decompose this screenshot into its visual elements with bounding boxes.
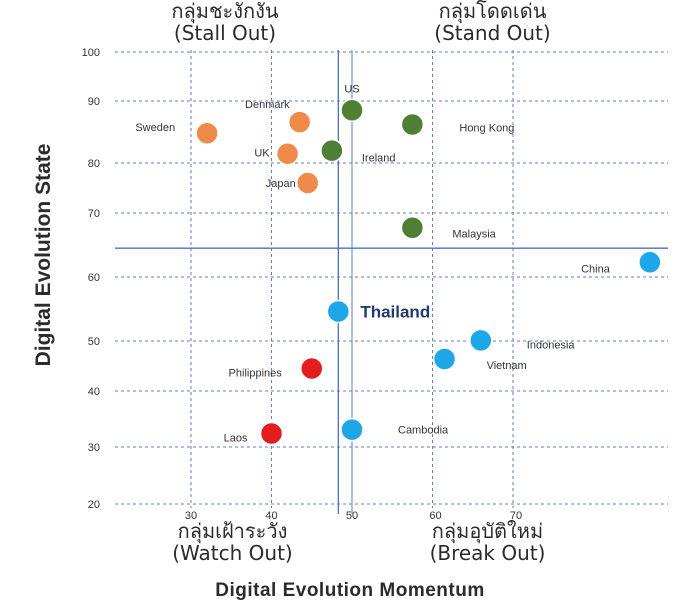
point-malaysia: [400, 215, 425, 240]
point-vietnam: [432, 347, 457, 371]
point-label: Ireland: [362, 153, 396, 165]
y-tick-label: 50: [88, 336, 100, 348]
y-tick-label: 60: [88, 272, 100, 284]
point-ireland: [320, 138, 344, 163]
y-tick-label: 40: [88, 386, 100, 398]
quadrant-watch-out-label: กลุ่มเฝ้าระวัง (Watch Out): [145, 520, 320, 564]
point-thailand: [326, 299, 351, 324]
y-tick-label: 90: [88, 96, 100, 108]
point-label: Philippines: [229, 368, 283, 380]
y-tick-label: 30: [88, 442, 100, 454]
x-tick-label: 60: [429, 510, 441, 522]
point-uk: [275, 141, 300, 166]
point-label: Vietnam: [487, 360, 527, 372]
point-label: Japan: [266, 178, 296, 190]
point-hong-kong: [400, 112, 425, 137]
point-indonesia: [469, 328, 493, 353]
quadrant-thai-label: กลุ่มเฝ้าระวัง: [177, 519, 288, 543]
quadrant-break-out-label: กลุ่มอุบัติใหม่ (Break Out): [400, 520, 575, 564]
y-tick-label: 80: [88, 158, 100, 170]
point-laos: [259, 421, 284, 446]
x-tick-label: 70: [510, 510, 522, 522]
point-label: Denmark: [245, 99, 290, 111]
x-tick-label: 30: [185, 510, 197, 522]
quadrant-thai-label: กลุ่มชะงักงัน: [171, 0, 279, 23]
point-label: Indonesia: [527, 339, 576, 351]
x-axis-label: Digital Evolution Momentum: [215, 580, 485, 601]
point-label: US: [344, 83, 359, 95]
quadrant-thai-label: กลุ่มโดดเด่น: [438, 0, 547, 23]
y-tick-label: 100: [82, 47, 100, 59]
y-tick-label: 20: [88, 499, 100, 511]
point-label: UK: [254, 148, 270, 160]
quadrant-english-label: (Break Out): [429, 541, 546, 565]
quadrant-english-label: (Stand Out): [434, 21, 551, 45]
x-tick-label: 50: [346, 510, 358, 522]
quadrant-thai-label: กลุ่มอุบัติใหม่: [431, 519, 544, 543]
x-tick-label: 40: [265, 510, 277, 522]
point-label: Hong Kong: [459, 123, 514, 135]
point-label: Cambodia: [398, 425, 449, 437]
point-denmark: [287, 110, 312, 134]
point-us: [340, 98, 364, 123]
quadrant-english-label: (Stall Out): [173, 21, 277, 45]
point-label: Sweden: [135, 122, 175, 134]
quadrant-stall-out-label: กลุ่มชะงักงัน (Stall Out): [140, 0, 310, 44]
point-label: Thailand: [360, 303, 430, 322]
quadrant-english-label: (Watch Out): [172, 541, 293, 565]
point-philippines: [300, 356, 324, 381]
point-cambodia: [340, 417, 364, 442]
point-japan: [295, 171, 320, 195]
y-axis-label: Digital Evolution State: [32, 143, 55, 367]
point-sweden: [195, 121, 219, 145]
point-label: China: [581, 263, 611, 275]
quadrant-stand-out-label: กลุ่มโดดเด่น (Stand Out): [405, 0, 580, 44]
y-tick-label: 70: [88, 208, 100, 220]
point-label: Malaysia: [452, 229, 496, 241]
point-china: [638, 250, 662, 275]
point-label: Laos: [224, 433, 248, 445]
